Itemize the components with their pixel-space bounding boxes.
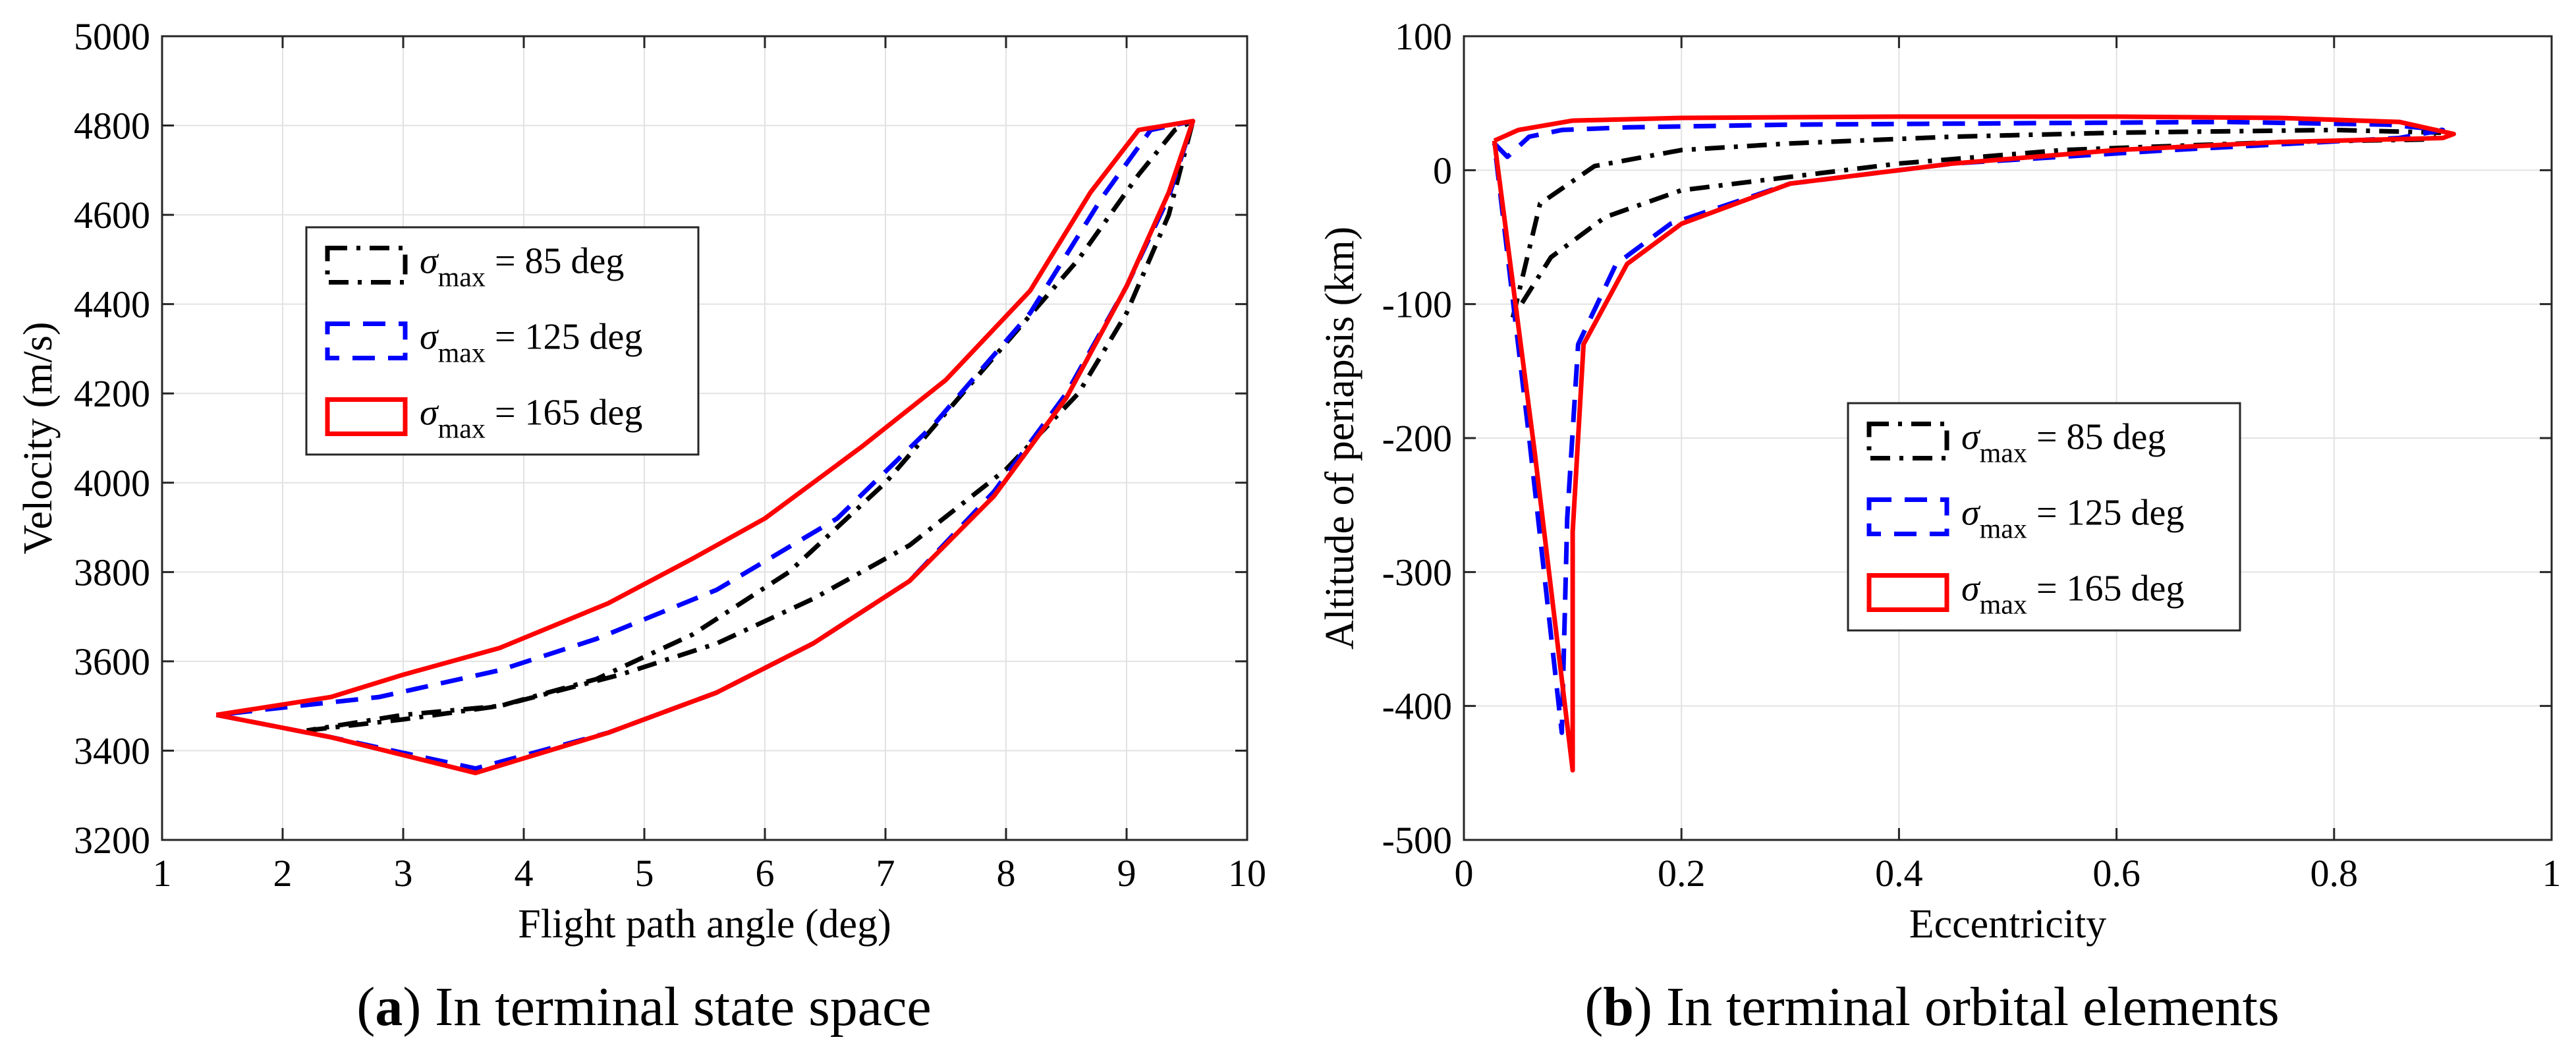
x-tick-label: 1 — [153, 852, 172, 895]
x-tick-label: 0.4 — [1875, 852, 1923, 895]
legend-subscript: max — [1980, 514, 2027, 545]
caption-b: (b) In terminal orbital elements — [1584, 976, 2280, 1038]
legend-box — [305, 226, 700, 456]
series-line-3 — [215, 119, 1196, 775]
legend-label-3: σmax = 165 deg — [420, 393, 642, 445]
y-tick-label: 3800 — [74, 551, 150, 594]
y-tick-label: -200 — [1382, 417, 1452, 460]
legend-sigma: σ — [1961, 417, 1981, 458]
legend-sigma: σ — [1961, 493, 1981, 534]
caption-a-letter: a — [375, 976, 403, 1038]
legend-value: = 125 deg — [2027, 493, 2184, 534]
caption-b-letter: b — [1603, 976, 1635, 1038]
y-tick-label: 4000 — [74, 462, 150, 505]
legend-label-3: σmax = 165 deg — [1961, 569, 2184, 621]
y-tick-label: 3400 — [74, 729, 150, 772]
legend-value: = 125 deg — [486, 317, 642, 358]
y-tick-label: -400 — [1382, 685, 1452, 728]
y-tick-label: 4400 — [74, 283, 150, 326]
y-tick-label: 5000 — [74, 15, 150, 58]
series-line-1 — [306, 119, 1196, 733]
x-tick-label: 8 — [997, 852, 1016, 895]
x-tick-label: 2 — [273, 852, 293, 895]
x-tick-label: 5 — [635, 852, 654, 895]
legend-box — [1847, 402, 2241, 632]
series-line-1 — [1510, 127, 2446, 319]
axes-box — [161, 35, 1248, 841]
y-tick-label: 0 — [1433, 149, 1452, 192]
y-tick-label: 4200 — [74, 372, 150, 415]
chart-panel-b: 0 0.2 0.4 0.6 0.8 1 -500 -400 -300 -200 -100 0 100 Ec… — [1318, 15, 2562, 947]
series-line-3 — [1492, 114, 2456, 773]
x-tick-label: 10 — [1228, 852, 1266, 895]
y-axis-label: Velocity (m/s) — [16, 322, 61, 555]
legend-swatch-1 — [1866, 422, 1949, 460]
y-tick-label: 4800 — [74, 105, 150, 148]
legend-label-2: σmax = 125 deg — [420, 317, 642, 369]
y-axis-label: Altitude of periapsis (km) — [1318, 227, 1362, 650]
y-tick-label: -100 — [1382, 283, 1452, 326]
x-tick-label: 7 — [876, 852, 895, 895]
x-tick-label: 1 — [2542, 852, 2562, 895]
legend-value: = 85 deg — [2027, 417, 2166, 458]
legend-value: = 85 deg — [486, 241, 624, 282]
legend-value: = 165 deg — [486, 393, 642, 433]
y-tick-label: -500 — [1382, 819, 1452, 862]
legend-sigma: σ — [420, 393, 439, 433]
x-axis-label: Eccentricity — [1909, 902, 2107, 947]
x-tick-label: 0.8 — [2310, 852, 2359, 895]
y-tick-label: 100 — [1395, 15, 1452, 58]
caption-a: (a) In terminal state space — [356, 976, 932, 1038]
legend-swatch-1 — [325, 246, 408, 285]
x-tick-label: 0.2 — [1658, 852, 1706, 895]
caption-b-text: ) In terminal orbital elements — [1634, 976, 2280, 1038]
legend-sigma: σ — [420, 241, 439, 282]
legend-sigma: σ — [1961, 569, 1981, 609]
x-tick-label: 0.6 — [2092, 852, 2141, 895]
caption-a-text: ) In terminal state space — [403, 976, 932, 1038]
legend-value: = 165 deg — [2027, 569, 2184, 609]
y-tick-label: 4600 — [74, 194, 150, 236]
legend-label-1: σmax = 85 deg — [420, 241, 624, 293]
legend-swatch-2 — [325, 321, 408, 360]
y-tick-label: 3200 — [74, 819, 150, 862]
legend-subscript: max — [1980, 590, 2027, 621]
legend-subscript: max — [438, 339, 486, 369]
x-tick-label: 3 — [394, 852, 413, 895]
x-axis-label: Flight path angle (deg) — [518, 902, 891, 947]
legend-label-1: σmax = 85 deg — [1961, 417, 2166, 469]
y-tick-label: -300 — [1382, 551, 1452, 594]
legend-swatch-3 — [325, 397, 408, 436]
legend-label-2: σmax = 125 deg — [1961, 493, 2184, 545]
legend-subscript: max — [1980, 439, 2027, 469]
chart-panel-a: 1 2 3 4 5 6 7 8 9 10 3200 3400 3600 3800 4000 4200 4400 4… — [16, 15, 1266, 947]
legend-swatch-2 — [1866, 497, 1949, 536]
x-tick-label: 4 — [515, 852, 534, 895]
legend-sigma: σ — [420, 317, 439, 358]
legend-subscript: max — [438, 414, 486, 445]
y-tick-label: 3600 — [74, 640, 150, 683]
x-tick-label: 9 — [1117, 852, 1136, 895]
x-tick-label: 6 — [756, 852, 775, 895]
legend-swatch-3 — [1866, 573, 1949, 612]
x-tick-label: 0 — [1455, 852, 1474, 895]
legend-subscript: max — [438, 263, 486, 293]
